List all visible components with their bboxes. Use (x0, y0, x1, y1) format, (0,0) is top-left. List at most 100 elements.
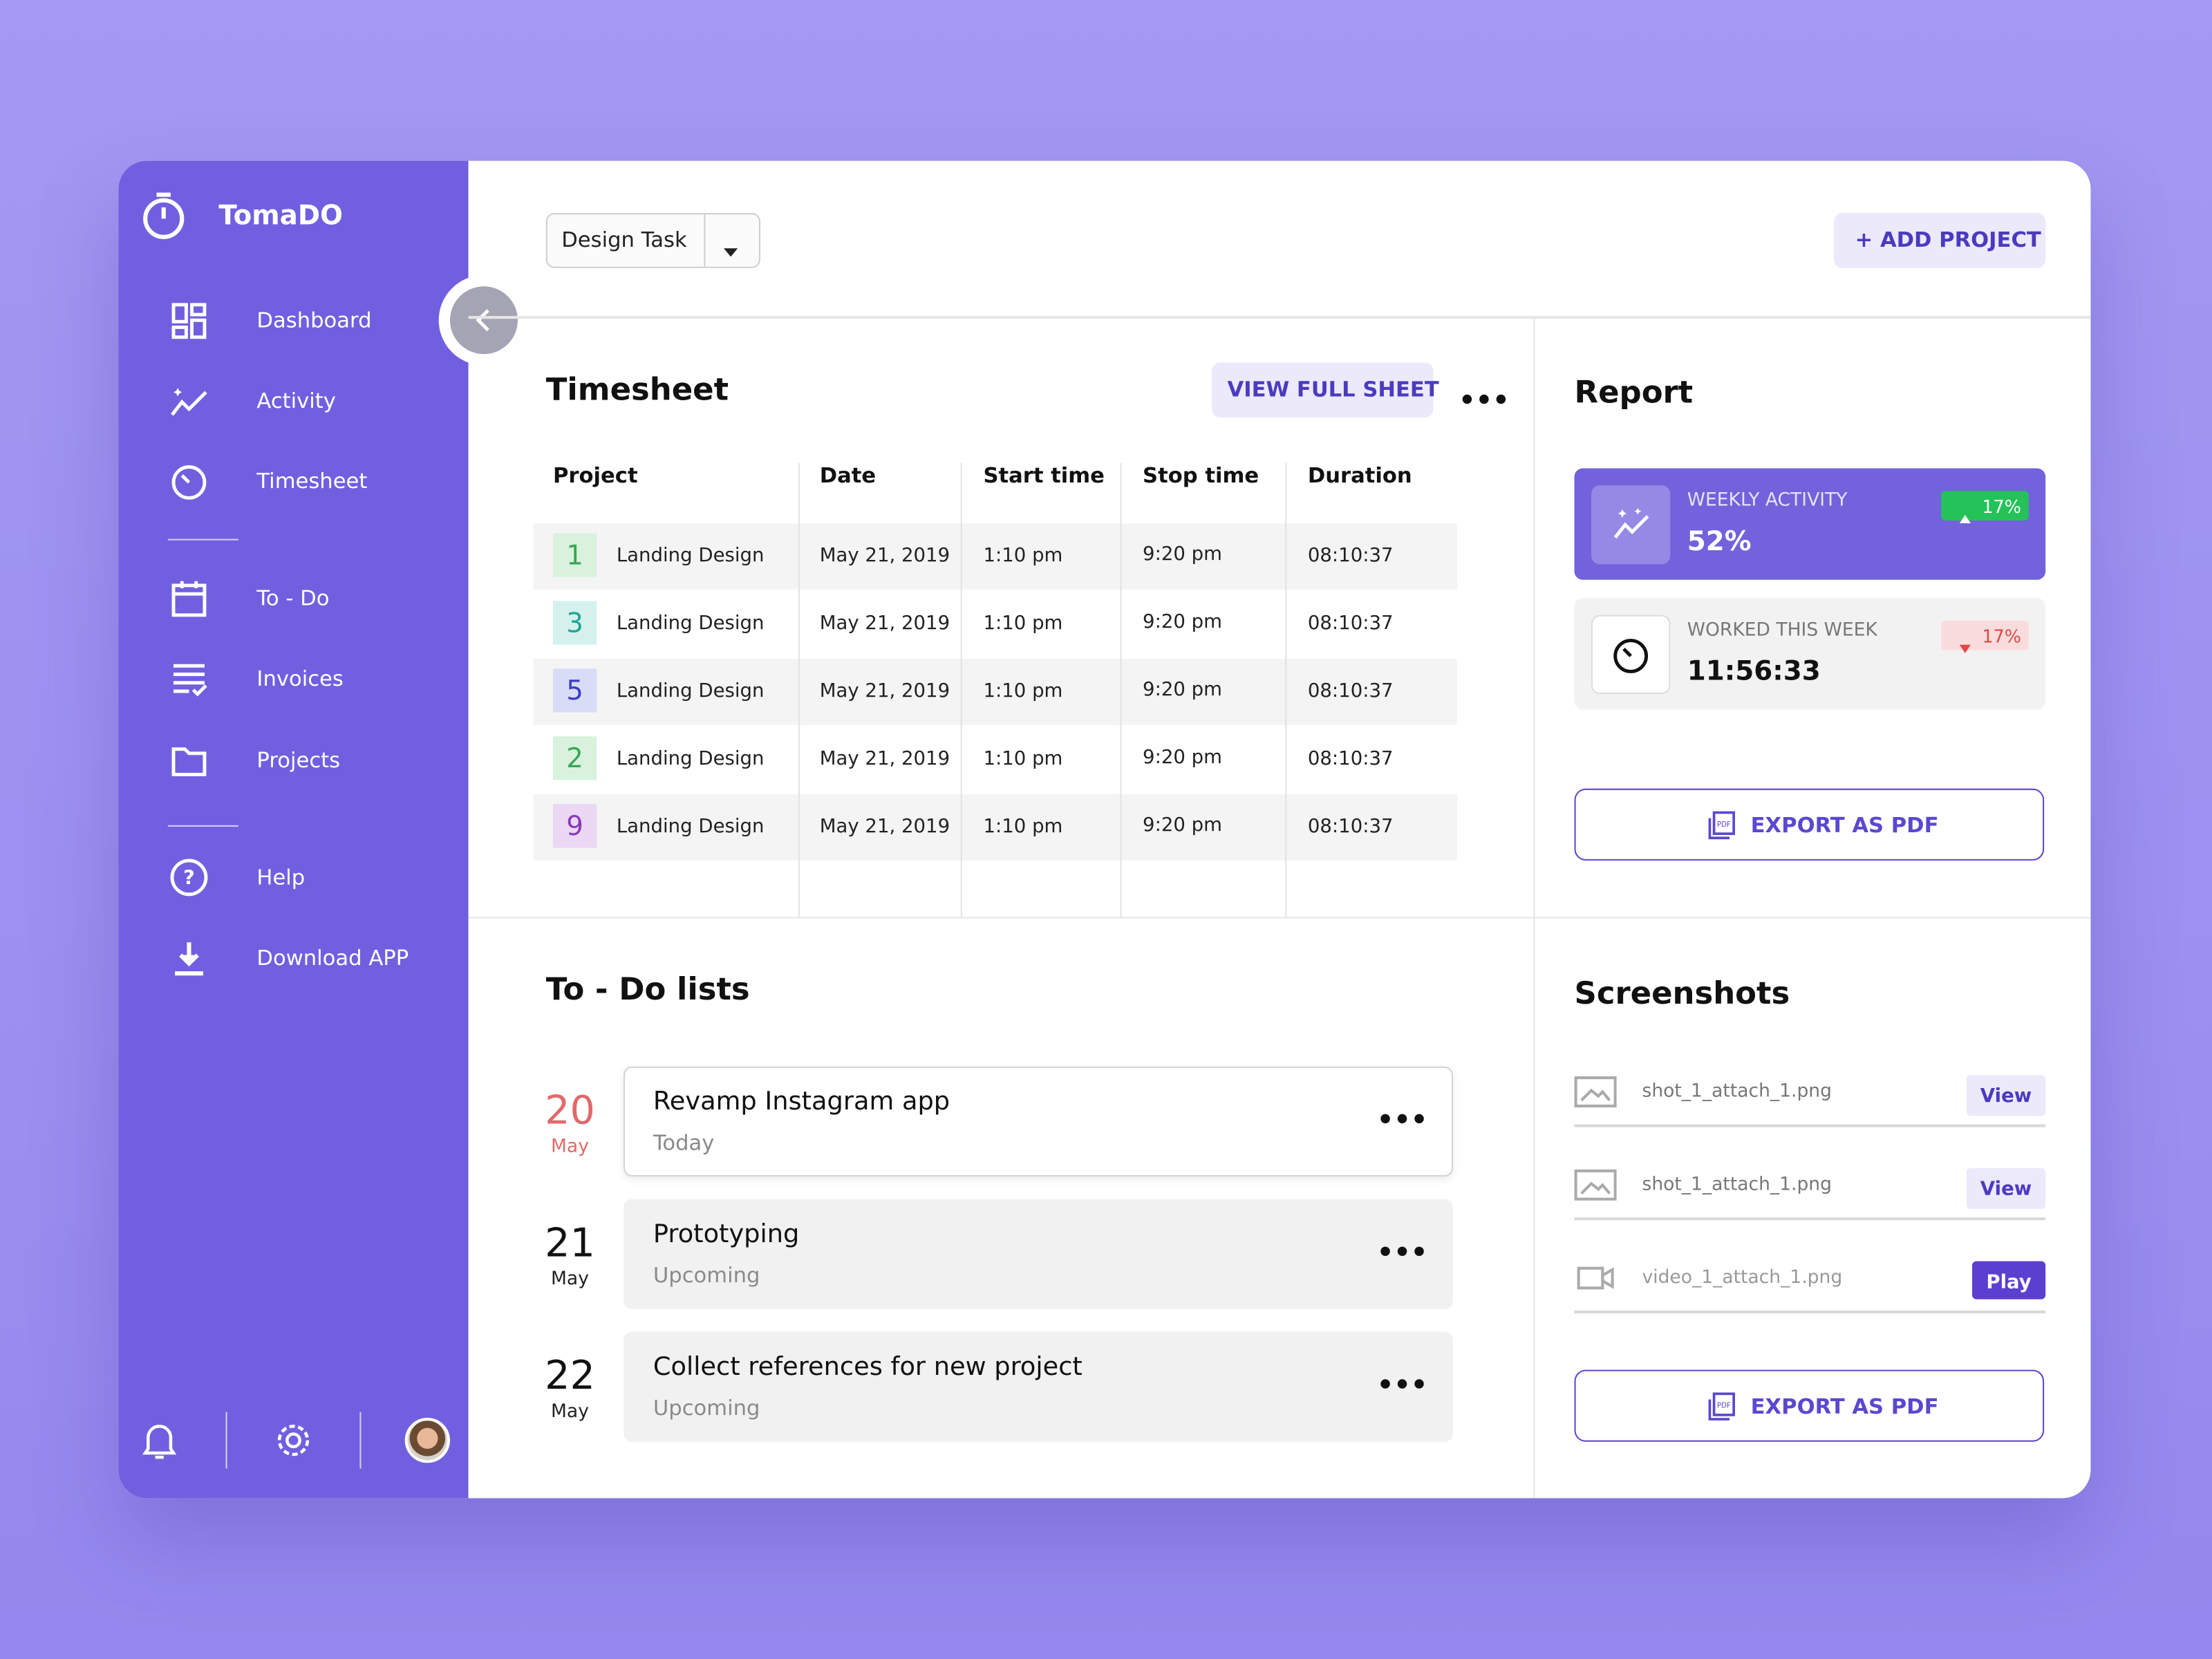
cell: 9:20 pm (1143, 814, 1223, 837)
nav-icon-glyph (171, 581, 207, 617)
file-name: shot_1_attach_1.png (1642, 1081, 1832, 1103)
nav-item[interactable]: To - Do (256, 585, 330, 611)
nav-item[interactable]: Help (256, 865, 306, 890)
nav-icon[interactable] (169, 461, 209, 500)
column-header: Project (552, 462, 638, 489)
nav-icon-glyph (171, 303, 207, 339)
nav-icon[interactable] (169, 381, 209, 420)
nav-item[interactable]: Invoices (256, 666, 344, 691)
report-value: 11:56:33 (1687, 655, 1821, 687)
export-label[interactable]: EXPORT AS PDF (1750, 812, 1939, 838)
logo-icon-glyph (143, 192, 185, 239)
more-button[interactable] (1380, 1103, 1425, 1124)
dropdown-label[interactable]: Design Task (561, 227, 687, 253)
avatar[interactable] (404, 1418, 451, 1463)
cell: 1:10 pm (983, 815, 1063, 838)
file-icon (1574, 1075, 1617, 1109)
nav-item[interactable]: Timesheet (256, 468, 368, 494)
cell: May 21, 2019 (819, 612, 950, 635)
section-title: Report (1574, 375, 1694, 411)
change-value: 17% (1982, 496, 2022, 517)
report-value: 52% (1687, 526, 1752, 558)
file-action-label[interactable]: View (1980, 1085, 2032, 1108)
section-title: Screenshots (1574, 977, 1790, 1013)
cell: 1:10 pm (983, 747, 1063, 771)
cell: May 21, 2019 (819, 815, 950, 838)
export-button[interactable] (1574, 1369, 2045, 1442)
row-number: 1 (566, 540, 583, 572)
section-title: Timesheet (545, 373, 729, 409)
todo-title: Revamp Instagram app (653, 1087, 950, 1117)
file-action[interactable] (1972, 1261, 2046, 1300)
bell-icon[interactable] (141, 1421, 178, 1460)
dropdown[interactable] (545, 213, 760, 268)
row-badge (552, 601, 597, 645)
column-divider (1120, 462, 1122, 917)
nav-icon[interactable] (169, 301, 209, 340)
column-divider (1285, 462, 1287, 917)
change-arrow-glyph (1959, 514, 1971, 523)
todo-card[interactable] (624, 1331, 1454, 1442)
file-icon-glyph (1574, 1169, 1617, 1201)
more-button-glyph (1380, 1114, 1424, 1124)
chevron-glyph (476, 309, 489, 332)
view-sheet-button[interactable] (1212, 362, 1434, 418)
nav-icon[interactable] (169, 938, 209, 977)
file-action-label[interactable]: Play (1986, 1271, 2032, 1294)
cell: 1:10 pm (983, 544, 1063, 568)
nav-item[interactable]: Dashboard (256, 307, 372, 333)
row-background (533, 659, 1458, 725)
todo-card[interactable] (624, 1066, 1454, 1177)
change-arrow-glyph (1959, 644, 1971, 653)
add-project-button[interactable] (1834, 213, 2046, 268)
nav-icon[interactable]: ? (169, 858, 209, 897)
todo-title: Collect references for new project (653, 1352, 1082, 1382)
svg-text:PDF: PDF (1717, 1403, 1731, 1410)
cell: 1:10 pm (983, 679, 1063, 703)
nav-item[interactable]: Projects (256, 747, 341, 774)
more-button-glyph (1380, 1246, 1424, 1256)
view-sheet-label[interactable]: VIEW FULL SHEET (1227, 376, 1439, 402)
report-label: WORKED THIS WEEK (1687, 619, 1877, 641)
file-action-label[interactable]: View (1980, 1178, 2032, 1201)
cell: 08:10:37 (1307, 815, 1394, 838)
add-project-label[interactable]: + ADD PROJECT (1855, 227, 2041, 253)
file-underline (1574, 1310, 2046, 1313)
row-number: 2 (566, 743, 583, 775)
column-header: Stop time (1143, 462, 1259, 489)
export-label[interactable]: EXPORT AS PDF (1750, 1394, 1939, 1420)
report-icon-glyph (1613, 639, 1649, 673)
change-arrow (1959, 631, 1971, 653)
nav-icon[interactable] (169, 740, 209, 780)
change-value: 17% (1982, 626, 2022, 647)
file-icon (1575, 1261, 1617, 1295)
todo-card[interactable] (624, 1199, 1454, 1309)
row-background (533, 523, 1458, 590)
collapse-button[interactable] (450, 286, 518, 355)
more-button[interactable] (1380, 1236, 1425, 1256)
nav-item[interactable]: Download APP (256, 945, 409, 971)
settings-icon[interactable] (274, 1421, 313, 1460)
report-icon-glyph (1613, 507, 1649, 539)
more-button[interactable] (1461, 384, 1506, 404)
bell-icon-glyph (142, 1425, 177, 1459)
todo-day: 22 (545, 1352, 595, 1399)
logo-icon (140, 189, 187, 243)
todo-title: Prototyping (653, 1219, 800, 1250)
pdf-icon: PDF (1705, 1391, 1736, 1422)
svg-text:PDF: PDF (1717, 821, 1731, 829)
nav-item[interactable]: Activity (256, 388, 336, 413)
cell: 9:20 pm (1143, 610, 1223, 634)
caret (723, 236, 738, 257)
project-name: Landing Design (616, 747, 765, 771)
nav-icon[interactable] (169, 659, 209, 698)
more-button[interactable] (1380, 1369, 1425, 1389)
export-button[interactable] (1574, 788, 2045, 861)
file-action[interactable] (1966, 1075, 2046, 1116)
bar-separator (225, 1412, 227, 1469)
file-action[interactable] (1966, 1168, 2046, 1209)
project-name: Landing Design (616, 815, 765, 838)
nav-icon[interactable] (169, 579, 209, 618)
